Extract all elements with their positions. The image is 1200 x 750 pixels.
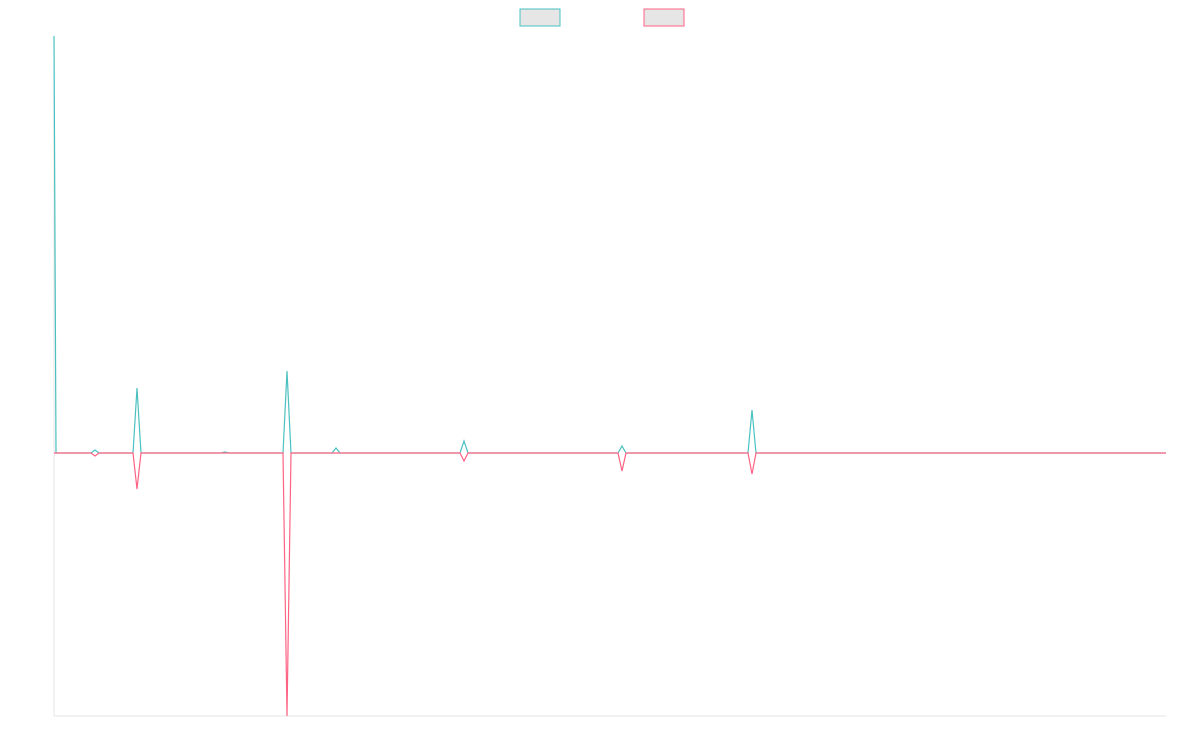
legend-swatch (643, 8, 685, 27)
legend-swatch (519, 8, 561, 27)
line-series (54, 452, 1166, 717)
line-series (53, 35, 1166, 454)
